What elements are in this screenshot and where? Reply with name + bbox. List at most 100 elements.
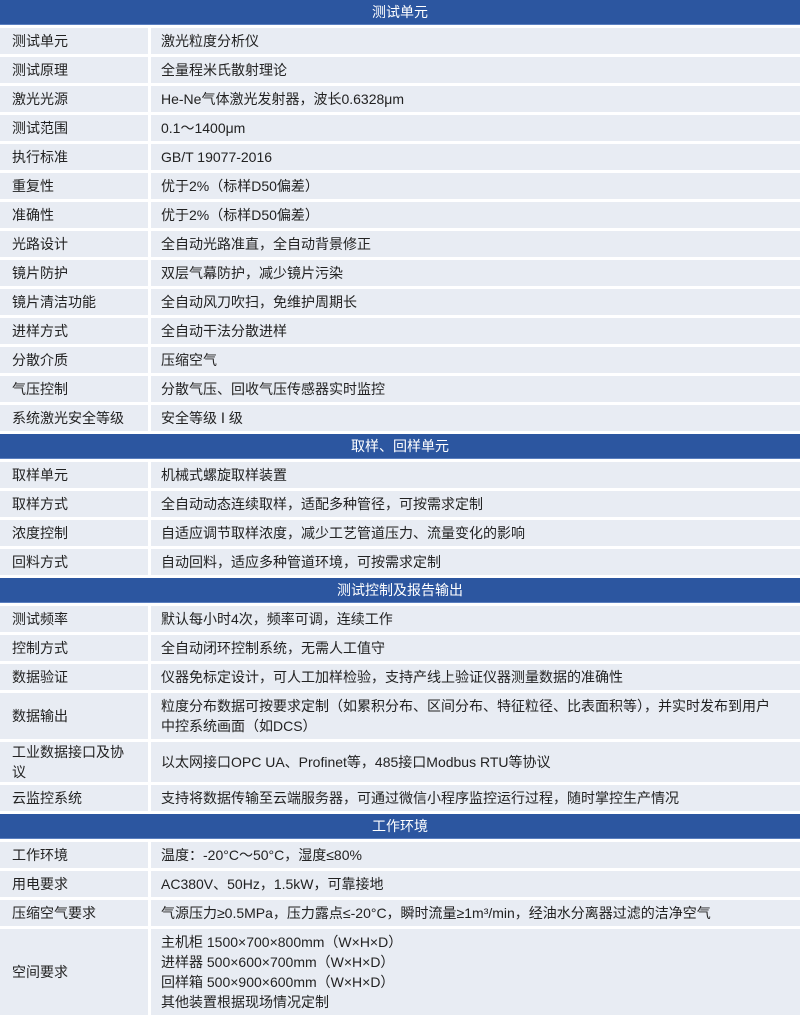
column-divider [148, 202, 151, 228]
column-divider [148, 871, 151, 897]
row-label: 空间要求 [0, 929, 148, 1015]
row-value: 以太网接口OPC UA、Profinet等，485接口Modbus RTU等协议 [151, 742, 800, 782]
row-label: 数据输出 [0, 693, 148, 739]
row-value: 全自动光路准直，全自动背景修正 [151, 231, 800, 257]
row-value: 气源压力≥0.5MPa，压力露点≤-20°C，瞬时流量≥1m³/min，经油水分… [151, 900, 800, 926]
table-row: 工业数据接口及协议 以太网接口OPC UA、Profinet等，485接口Modb… [0, 742, 800, 782]
row-value: GB/T 19077-2016 [151, 144, 800, 170]
value-line: AC380V、50Hz，1.5kW，可靠接地 [161, 876, 384, 892]
spec-section: 工作环境 工作环境 温度：-20°C～50°C，湿度≤80% 用电要求 AC380V、5… [0, 814, 800, 1015]
row-label: 测试范围 [0, 115, 148, 141]
column-divider [148, 289, 151, 315]
row-label: 气压控制 [0, 376, 148, 402]
row-label: 测试单元 [0, 28, 148, 54]
column-divider [148, 86, 151, 112]
value-line: 压缩空气 [161, 352, 217, 368]
row-label: 重复性 [0, 173, 148, 199]
value-line: 优于2%（标样D50偏差） [161, 178, 319, 194]
column-divider [148, 231, 151, 257]
row-label: 控制方式 [0, 635, 148, 661]
row-label: 云监控系统 [0, 785, 148, 811]
value-line: 温度：-20°C～50°C，湿度≤80% [161, 847, 362, 863]
table-row: 准确性 优于2%（标样D50偏差） [0, 202, 800, 228]
value-line: 粒度分布数据可按要求定制（如累积分布、区间分布、特征粒径、比表面积等），并实时发… [161, 698, 770, 714]
row-label: 用电要求 [0, 871, 148, 897]
row-label: 系统激光安全等级 [0, 405, 148, 431]
column-divider [148, 742, 151, 782]
value-line: 分散气压、回收气压传感器实时监控 [161, 381, 385, 397]
table-row: 压缩空气要求 气源压力≥0.5MPa，压力露点≤-20°C，瞬时流量≥1m³/mi… [0, 900, 800, 926]
value-line: 自适应调节取样浓度，减少工艺管道压力、流量变化的影响 [161, 525, 525, 541]
row-label: 压缩空气要求 [0, 900, 148, 926]
section-header: 取样、回样单元 [0, 434, 800, 459]
column-divider [148, 462, 151, 488]
value-line: 机械式螺旋取样装置 [161, 467, 287, 483]
row-label: 准确性 [0, 202, 148, 228]
table-row: 云监控系统 支持将数据传输至云端服务器，可通过微信小程序监控运行过程，随时掌控生产… [0, 785, 800, 811]
table-row: 取样单元 机械式螺旋取样装置 [0, 462, 800, 488]
row-value: 0.1～1400μm [151, 115, 800, 141]
section-header: 测试单元 [0, 0, 800, 25]
column-divider [148, 520, 151, 546]
column-divider [148, 693, 151, 739]
column-divider [148, 606, 151, 632]
column-divider [148, 260, 151, 286]
row-value: 默认每小时4次，频率可调，连续工作 [151, 606, 800, 632]
spec-section: 测试单元 测试单元 激光粒度分析仪 测试原理 全量程米氏散射理论 激光光源 He-Ne气体激… [0, 0, 800, 431]
value-line: 优于2%（标样D50偏差） [161, 207, 319, 223]
column-divider [148, 635, 151, 661]
row-label: 测试频率 [0, 606, 148, 632]
row-value: 全自动干法分散进样 [151, 318, 800, 344]
spec-section: 测试控制及报告输出 测试频率 默认每小时4次，频率可调，连续工作 控制方式 全自动闭环控… [0, 578, 800, 811]
column-divider [148, 57, 151, 83]
table-row: 回料方式 自动回料，适应多种管道环境，可按需求定制 [0, 549, 800, 575]
table-row: 数据验证 仪器免标定设计，可人工加样检验，支持产线上验证仪器测量数据的准确性 [0, 664, 800, 690]
row-value: 粒度分布数据可按要求定制（如累积分布、区间分布、特征粒径、比表面积等），并实时发… [151, 693, 800, 739]
spec-section: 取样、回样单元 取样单元 机械式螺旋取样装置 取样方式 全自动动态连续取样，适配多种管径… [0, 434, 800, 575]
row-label: 镜片清洁功能 [0, 289, 148, 315]
column-divider [148, 664, 151, 690]
table-row: 激光光源 He-Ne气体激光发射器，波长0.6328μm [0, 86, 800, 112]
table-row: 重复性 优于2%（标样D50偏差） [0, 173, 800, 199]
row-value: 机械式螺旋取样装置 [151, 462, 800, 488]
row-label: 测试原理 [0, 57, 148, 83]
value-line: 默认每小时4次，频率可调，连续工作 [161, 611, 393, 627]
row-label: 回料方式 [0, 549, 148, 575]
table-row: 测试单元 激光粒度分析仪 [0, 28, 800, 54]
row-value: 自动回料，适应多种管道环境，可按需求定制 [151, 549, 800, 575]
value-line: He-Ne气体激光发射器，波长0.6328μm [161, 91, 405, 107]
row-value: 温度：-20°C～50°C，湿度≤80% [151, 842, 800, 868]
value-line: 其他装置根据现场情况定制 [161, 994, 329, 1010]
value-line: 全自动风刀吹扫，免维护周期长 [161, 294, 357, 310]
row-label: 数据验证 [0, 664, 148, 690]
row-value: 全自动闭环控制系统，无需人工值守 [151, 635, 800, 661]
row-value: 压缩空气 [151, 347, 800, 373]
row-value: 支持将数据传输至云端服务器，可通过微信小程序监控运行过程，随时掌控生产情况 [151, 785, 800, 811]
row-value: 安全等级 Ⅰ 级 [151, 405, 800, 431]
column-divider [148, 376, 151, 402]
value-line: 全自动动态连续取样，适配多种管径，可按需求定制 [161, 496, 483, 512]
section-header: 测试控制及报告输出 [0, 578, 800, 603]
value-line: 全自动光路准直，全自动背景修正 [161, 236, 371, 252]
table-row: 分散介质 压缩空气 [0, 347, 800, 373]
table-row: 进样方式 全自动干法分散进样 [0, 318, 800, 344]
value-line: 激光粒度分析仪 [161, 33, 259, 49]
value-line: 以太网接口OPC UA、Profinet等，485接口Modbus RTU等协议 [161, 754, 551, 770]
value-line: 0.1～1400μm [161, 120, 246, 136]
value-line: 进样器 500×600×700mm（W×H×D） [161, 954, 395, 970]
row-label: 进样方式 [0, 318, 148, 344]
row-label: 激光光源 [0, 86, 148, 112]
row-value: 激光粒度分析仪 [151, 28, 800, 54]
value-line: 支持将数据传输至云端服务器，可通过微信小程序监控运行过程，随时掌控生产情况 [161, 790, 679, 806]
value-line: 全自动闭环控制系统，无需人工值守 [161, 640, 385, 656]
column-divider [148, 549, 151, 575]
row-label: 分散介质 [0, 347, 148, 373]
column-divider [148, 491, 151, 517]
value-line: 主机柜 1500×700×800mm（W×H×D） [161, 934, 403, 950]
value-line: 中控系统画面（如DCS） [161, 718, 317, 734]
column-divider [148, 900, 151, 926]
column-divider [148, 144, 151, 170]
table-row: 空间要求 主机柜 1500×700×800mm（W×H×D） 进样器 500×600… [0, 929, 800, 1015]
row-value: 全自动风刀吹扫，免维护周期长 [151, 289, 800, 315]
